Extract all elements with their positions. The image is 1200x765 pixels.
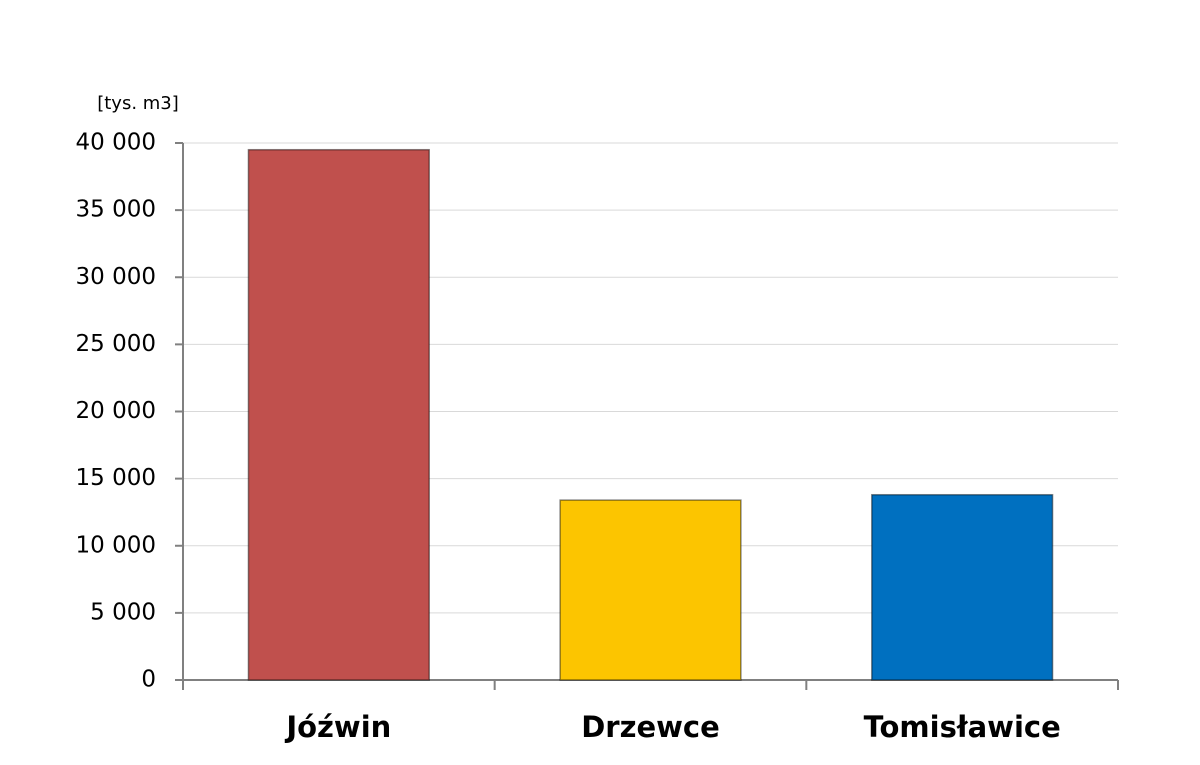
bar <box>559 499 742 681</box>
bar <box>871 493 1054 681</box>
x-tick-label: Tomisławice <box>864 710 1061 744</box>
y-tick-label: 10 000 <box>76 532 156 558</box>
y-tick-label: 5 000 <box>90 599 156 625</box>
y-tick-label: 25 000 <box>76 331 156 357</box>
y-axis-label: [tys. m3] <box>97 93 179 114</box>
y-tick-label: 35 000 <box>76 197 156 223</box>
y-tick-label: 15 000 <box>76 465 156 491</box>
x-tick-label: Jóźwin <box>284 710 391 744</box>
x-tick-label: Drzewce <box>581 710 720 744</box>
y-tick-label: 0 <box>141 667 156 693</box>
y-tick-label: 30 000 <box>76 264 156 290</box>
y-tick-label: 20 000 <box>76 398 156 424</box>
y-tick-label: 40 000 <box>76 130 156 156</box>
bar <box>247 148 430 681</box>
